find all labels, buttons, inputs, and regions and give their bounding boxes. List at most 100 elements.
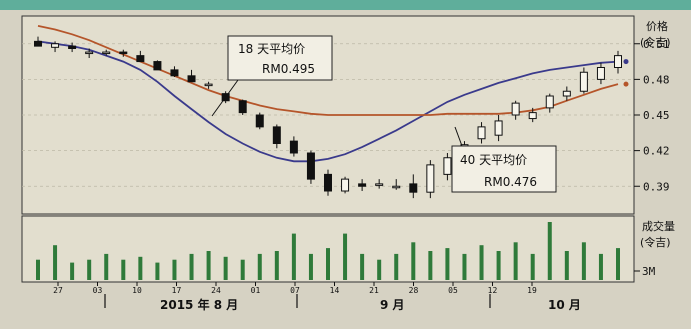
candle-body <box>579 71 588 92</box>
date-axis-tick-label: 14 <box>330 286 340 295</box>
volume-bar <box>343 233 348 280</box>
price-axis-unit: (令吉) <box>640 35 671 49</box>
annotation-40-value: RM0.476 <box>484 175 537 189</box>
candle-body <box>306 152 315 180</box>
candle-body <box>51 43 60 48</box>
ma18-end-marker <box>623 59 629 65</box>
candle-body <box>136 55 145 63</box>
volume-bar <box>598 253 603 280</box>
volume-bar <box>496 251 501 280</box>
date-axis-tick-label: 19 <box>527 286 537 295</box>
date-axis-ticks: 27 03 10 17 24 01 07 14 21 28 05 12 19 <box>53 282 537 295</box>
candle-body <box>545 95 554 109</box>
volume-bar <box>530 253 535 280</box>
volume-axis-unit: (令吉) <box>640 235 671 249</box>
volume-bar <box>155 262 160 280</box>
candle-body <box>562 90 571 97</box>
candle-body <box>153 61 162 71</box>
candle-body <box>392 185 401 189</box>
candle-body <box>85 51 94 55</box>
volume-bar <box>564 251 569 280</box>
date-axis-tick-label: 01 <box>251 286 261 295</box>
price-axis-title: 价格 <box>646 19 668 33</box>
volume-bar <box>513 242 518 280</box>
candlesticks <box>34 36 622 199</box>
price-axis-tick-label: 0.51 <box>643 38 670 51</box>
candle-body <box>170 69 179 77</box>
candle-body <box>255 114 264 128</box>
volume-bar <box>36 259 40 280</box>
ma18-line <box>37 40 619 163</box>
month-label-oct: 10 月 <box>548 298 581 312</box>
price-axis-tick-label: 0.39 <box>643 180 670 193</box>
date-axis-tick-label: 07 <box>290 286 300 295</box>
volume-bar <box>104 253 109 280</box>
price-axis-ticks: 0.51 0.48 0.45 0.42 0.39 <box>634 38 670 193</box>
ma40-line <box>37 25 619 116</box>
annotation-box-18 <box>227 35 333 81</box>
candle-body <box>443 157 452 175</box>
volume-bar <box>394 253 399 280</box>
candle-body <box>528 112 537 120</box>
date-axis-tick-label: 24 <box>211 286 221 295</box>
candle-body <box>341 178 350 192</box>
date-axis-tick-label: 27 <box>53 286 63 295</box>
volume-bar <box>479 245 484 280</box>
candle-body <box>34 40 42 47</box>
volume-bar <box>189 253 194 280</box>
volume-bar <box>257 253 262 280</box>
date-axis-tick-label: 05 <box>448 286 458 295</box>
annotation-box-40 <box>451 145 557 193</box>
volume-bar <box>138 256 143 280</box>
annotation-40-title: 40 天平均价 <box>460 153 527 167</box>
volume-bar <box>274 251 279 280</box>
volume-bar <box>291 233 296 280</box>
candle-body <box>324 173 332 192</box>
date-axis-tick-label: 03 <box>93 286 103 295</box>
volume-bar <box>377 259 382 280</box>
volume-bar <box>240 259 245 280</box>
candle-body <box>204 83 213 87</box>
month-label-sep: 9 月 <box>380 298 405 312</box>
volume-bar <box>616 248 620 280</box>
candle-body <box>289 140 298 154</box>
volume-bar <box>308 253 313 280</box>
date-axis-tick-label: 28 <box>409 286 419 295</box>
volume-bar <box>428 251 433 280</box>
date-axis-tick-label: 12 <box>488 286 498 295</box>
candle-body <box>68 45 77 49</box>
volume-bar <box>121 259 126 280</box>
candle-body <box>614 55 622 68</box>
candle-body <box>187 75 196 83</box>
candle-body <box>375 183 384 186</box>
candle-body <box>238 100 247 114</box>
candle-body <box>102 51 111 55</box>
date-axis-tick-label: 10 <box>132 286 142 295</box>
volume-bars <box>36 222 620 280</box>
candle-body <box>426 164 435 193</box>
annotation-18-value: RM0.495 <box>262 62 315 76</box>
volume-bar <box>360 253 365 280</box>
annotation-18-title: 18 天平均价 <box>238 42 305 56</box>
date-axis-tick-label: 17 <box>172 286 182 295</box>
volume-bar <box>462 253 467 280</box>
price-axis-tick-label: 0.45 <box>643 109 670 122</box>
top-color-band <box>0 0 691 10</box>
moving-average-lines <box>37 25 629 163</box>
volume-bar <box>445 248 450 280</box>
annotation-leader-18 <box>211 79 239 117</box>
volume-bar <box>172 259 177 280</box>
volume-bar <box>87 259 92 280</box>
candle-body <box>494 120 503 136</box>
volume-bar <box>206 251 211 280</box>
candle-body <box>358 183 367 187</box>
volume-bar <box>411 242 416 280</box>
price-axis-tick-label: 0.42 <box>643 145 670 158</box>
volume-bar <box>53 245 58 280</box>
candle-body <box>272 126 281 144</box>
candle-body <box>511 102 520 116</box>
volume-bar <box>326 248 330 280</box>
volume-axis-tick-label: 3M <box>642 265 656 278</box>
